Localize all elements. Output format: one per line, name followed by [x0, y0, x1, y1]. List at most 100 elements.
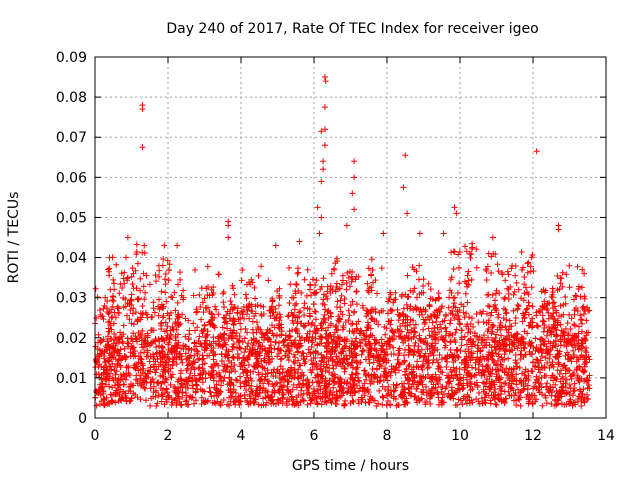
data-point: [496, 346, 503, 353]
data-point: [318, 320, 325, 327]
data-point: [208, 363, 215, 370]
data-point: [502, 380, 509, 387]
data-point: [94, 346, 101, 353]
data-point: [314, 372, 321, 379]
data-point: [120, 381, 127, 388]
data-point: [536, 375, 543, 382]
data-point: [505, 369, 512, 376]
data-point: [121, 269, 128, 276]
data-point: [322, 385, 329, 392]
data-point: [376, 387, 383, 394]
data-point: [335, 381, 342, 388]
data-point: [274, 353, 281, 360]
data-point: [567, 354, 574, 361]
data-point: [147, 385, 154, 392]
data-point: [422, 383, 429, 390]
data-point: [129, 265, 136, 272]
data-point: [561, 336, 568, 343]
data-point: [96, 307, 103, 314]
data-point: [494, 395, 501, 402]
data-point: [179, 381, 186, 388]
data-point: [560, 311, 567, 318]
data-point: [447, 320, 454, 327]
data-point: [383, 325, 390, 332]
data-point: [419, 389, 426, 396]
data-point: [283, 398, 290, 405]
data-point: [441, 317, 448, 324]
data-point: [479, 363, 486, 370]
data-point: [168, 374, 175, 381]
data-point: [271, 387, 278, 394]
data-point: [558, 393, 565, 400]
data-point: [216, 373, 223, 380]
data-point: [152, 387, 159, 394]
data-point: [451, 336, 458, 343]
data-point: [562, 325, 569, 332]
data-point: [245, 401, 252, 408]
data-point: [264, 348, 271, 355]
data-point: [358, 328, 365, 335]
data-point: [388, 363, 395, 370]
data-point: [122, 395, 129, 402]
data-point: [549, 361, 556, 368]
data-point: [460, 303, 467, 310]
data-point: [333, 388, 340, 395]
data-point: [103, 394, 110, 401]
data-point: [128, 291, 135, 298]
data-point: [478, 337, 485, 344]
data-point: [150, 327, 157, 334]
data-point: [121, 390, 128, 397]
data-point: [113, 261, 120, 268]
data-point: [523, 306, 530, 313]
data-point: [177, 375, 184, 382]
data-points: [92, 74, 593, 409]
data-point: [327, 349, 334, 356]
data-point: [481, 371, 488, 378]
data-point: [570, 296, 577, 303]
data-point: [199, 387, 206, 394]
data-point: [448, 384, 455, 391]
data-point: [228, 301, 235, 308]
data-point: [127, 349, 134, 356]
data-point: [496, 324, 503, 331]
data-point: [336, 341, 343, 348]
data-point: [304, 390, 311, 397]
data-point: [410, 289, 417, 296]
data-point: [257, 326, 264, 333]
data-point: [204, 263, 211, 270]
data-point: [468, 397, 475, 404]
data-point: [361, 380, 368, 387]
data-point: [127, 383, 134, 390]
data-point: [493, 371, 500, 378]
data-point: [528, 392, 535, 399]
data-point: [435, 363, 442, 370]
data-point: [136, 375, 143, 382]
data-point: [124, 274, 131, 281]
data-point: [481, 336, 488, 343]
data-point: [569, 402, 576, 409]
data-point: [408, 366, 415, 373]
data-point: [190, 385, 197, 392]
data-point: [343, 352, 350, 359]
data-point: [477, 347, 484, 354]
y-axis-label: ROTI / TECUs: [6, 192, 22, 284]
data-point: [380, 357, 387, 364]
data-point: [96, 381, 103, 388]
data-point: [318, 401, 325, 408]
data-point: [455, 354, 462, 361]
data-point: [426, 332, 433, 339]
data-point: [347, 362, 354, 369]
data-point: [224, 381, 231, 388]
data-point: [167, 381, 174, 388]
data-point: [128, 273, 135, 280]
data-point: [445, 374, 452, 381]
data-point: [470, 323, 477, 330]
data-point: [492, 386, 499, 393]
data-point: [381, 371, 388, 378]
data-point: [228, 393, 235, 400]
data-point: [355, 400, 362, 407]
data-point: [232, 368, 239, 375]
data-point: [546, 364, 553, 371]
data-point: [320, 363, 327, 370]
data-point: [496, 376, 503, 383]
